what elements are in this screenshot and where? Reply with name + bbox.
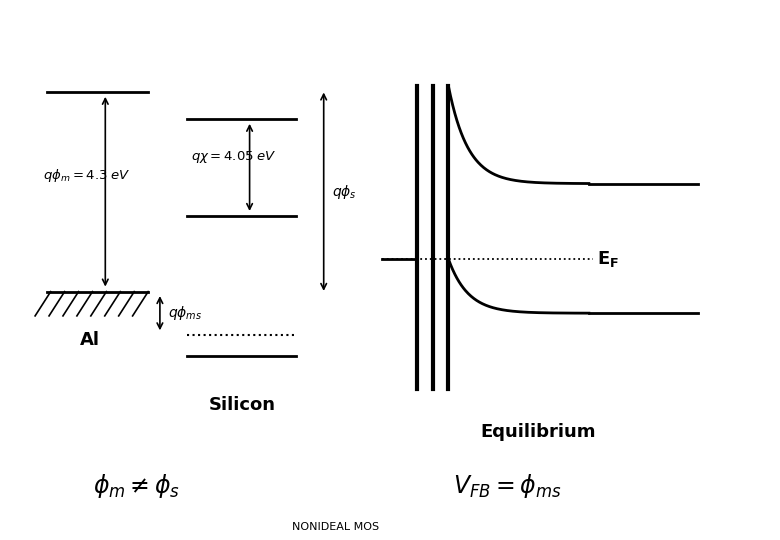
Text: NONIDEAL MOS: NONIDEAL MOS: [292, 522, 379, 531]
Text: $V_{FB} = \phi_{ms}$: $V_{FB} = \phi_{ms}$: [452, 472, 562, 500]
Text: $q\chi = 4.05\; eV$: $q\chi = 4.05\; eV$: [191, 148, 277, 165]
Text: Al: Al: [80, 331, 100, 349]
Text: $q\phi_s$: $q\phi_s$: [332, 183, 356, 201]
Text: Equilibrium: Equilibrium: [480, 423, 596, 441]
Text: $q\phi_m = 4.3\; eV$: $q\phi_m = 4.3\; eV$: [43, 167, 130, 184]
Text: $\mathbf{E_F}$: $\mathbf{E_F}$: [597, 249, 619, 269]
Text: Silicon: Silicon: [208, 396, 275, 414]
Text: $q\phi_{ms}$: $q\phi_{ms}$: [168, 304, 202, 322]
Text: $\phi_m \neq \phi_s$: $\phi_m \neq \phi_s$: [93, 472, 180, 500]
